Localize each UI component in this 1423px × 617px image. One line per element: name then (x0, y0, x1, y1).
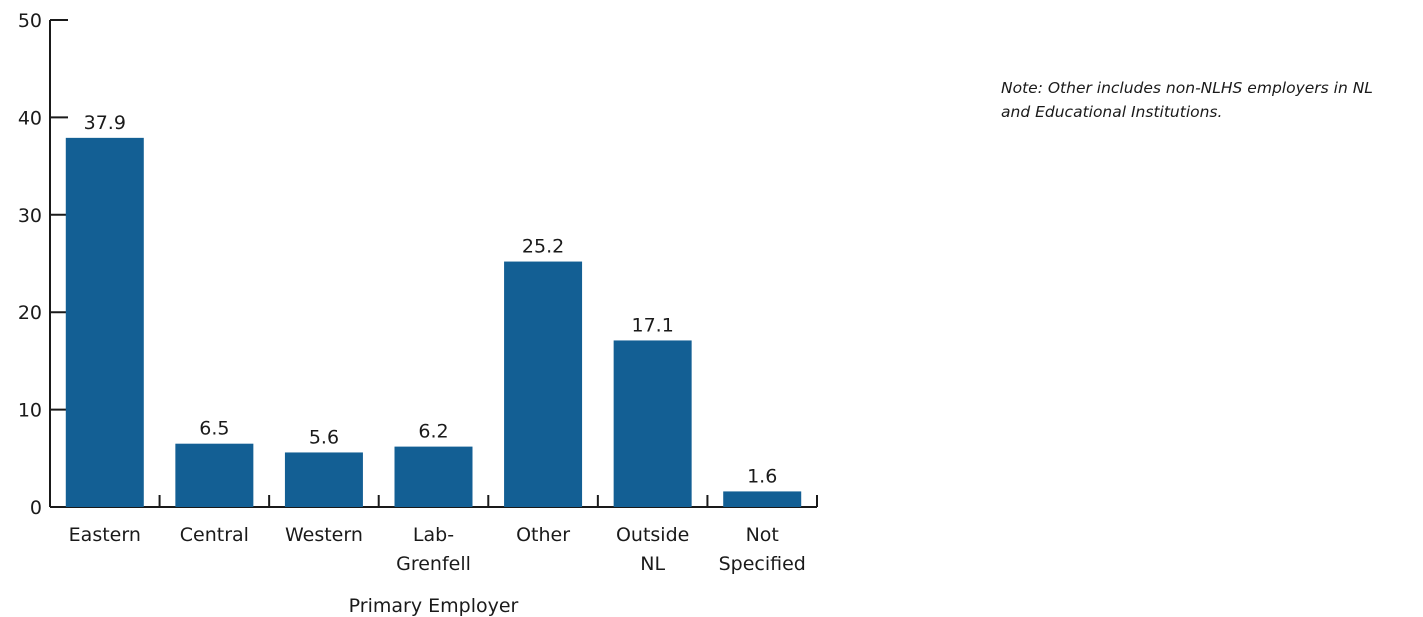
bar-chart: 0 10 20 30 40 50 37.9 6.5 5.6 6.2 25.2 17.1 1.6 Eas… (18, 10, 818, 617)
category-label: Other (516, 524, 570, 546)
bar (65, 137, 144, 507)
y-tick-label: 50 (18, 10, 42, 32)
bar (175, 443, 254, 507)
bar (504, 261, 583, 507)
chart-note: Note: Other includes non-NLHS employers … (1001, 79, 1373, 121)
y-tick-label: 10 (18, 400, 42, 422)
category-label: Central (180, 524, 249, 546)
y-tick-label: 30 (18, 205, 42, 227)
category-label: Eastern (69, 524, 141, 546)
data-label: 6.5 (199, 418, 229, 440)
y-tick-label: 0 (30, 497, 42, 519)
y-tick-label: 20 (18, 302, 42, 324)
category-label: Lab-Grenfell (396, 524, 471, 575)
data-label: 1.6 (747, 465, 777, 487)
bar (613, 340, 692, 507)
x-axis-title: Primary Employer (349, 595, 519, 617)
bar (723, 491, 802, 507)
y-tick-label: 40 (18, 107, 42, 129)
bars (65, 137, 802, 507)
data-label: 25.2 (522, 236, 564, 258)
bar (394, 446, 473, 507)
y-axis: 0 10 20 30 40 50 (18, 10, 68, 519)
data-label: 6.2 (418, 421, 448, 443)
category-label: Not Specified (719, 524, 806, 575)
category-label: Western (285, 524, 363, 546)
category-labels: Eastern Central Western Lab-Grenfell Other Ou… (69, 524, 806, 575)
data-label: 37.9 (84, 112, 126, 134)
category-label: Outside NL (616, 524, 689, 575)
data-label: 5.6 (309, 426, 339, 448)
bar (284, 452, 363, 507)
data-labels: 37.9 6.5 5.6 6.2 25.2 17.1 1.6 (84, 112, 778, 488)
data-label: 17.1 (631, 314, 673, 336)
